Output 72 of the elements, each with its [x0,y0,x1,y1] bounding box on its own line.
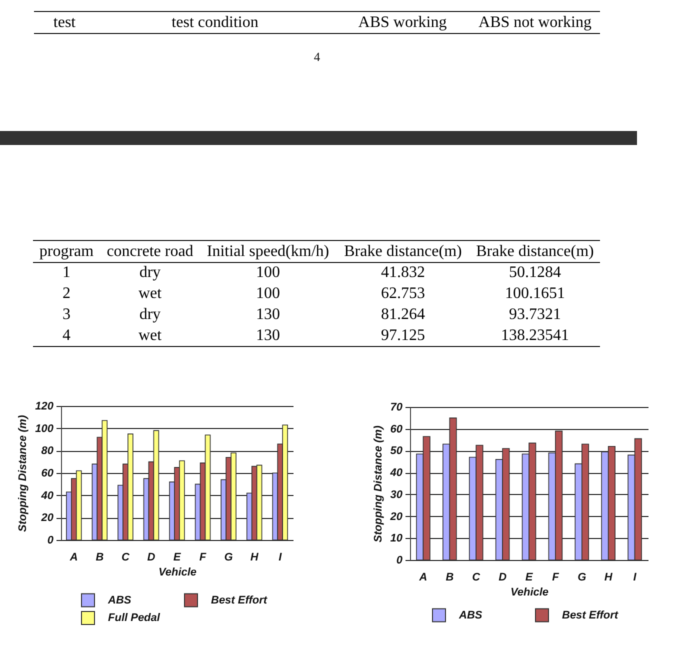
text: wet [138,285,162,302]
text: dry [139,306,161,323]
text: 97.125 [381,326,425,344]
text: 62.753 [381,285,425,302]
text: 41.832 [381,264,425,282]
x-tick-label: C [472,572,482,584]
y-tick-label: 0 [47,534,54,546]
y-tick-label: 2 [62,284,72,304]
y-tick-label: 10 [390,532,404,545]
legend-label: ABS [458,609,483,622]
text: 130 [256,326,280,344]
category-label: ABS not working [478,12,592,32]
text: dry [139,264,161,282]
y-axis-title: Stopping Distance (m) [17,414,30,532]
y-axis-title: Stopping Distance (m) [372,425,384,542]
y-axis-title: program [38,242,95,262]
y-tick-label: 3 [62,305,72,325]
x-tick-label: D [147,552,156,564]
x-tick-label: H [250,552,260,564]
text: 130 [256,306,280,323]
x-tick-label: B [96,552,104,564]
legend-label: Best Effort [562,609,620,622]
category-label: test [52,12,77,32]
text: wet [138,326,162,344]
x-tick-label: Brake distance(m) [475,242,595,262]
y-tick-label: 40 [40,490,54,502]
x-tick-label: I [278,552,283,564]
x-tick-label: G [224,552,234,564]
text: 100 [256,264,280,282]
x-tick-label: H [604,572,614,584]
x-tick-label: I [633,572,638,584]
x-tick-label: D [498,572,507,584]
y-tick-label: 60 [41,468,54,480]
category-label: test condition [170,12,260,32]
x-tick-label: E [173,552,182,564]
y-tick-label: 70 [390,402,404,414]
x-axis-title: Vehicle [158,566,197,578]
y-tick-label: 100 [35,422,54,435]
x-tick-label: F [552,572,560,584]
text: 100.1651 [505,285,565,302]
y-tick-label: 30 [390,488,404,501]
y-tick-label: 80 [41,445,54,458]
category-label: ABS working [357,12,448,32]
text: 100 [256,285,280,302]
x-tick-label: concrete road [106,242,194,262]
y-tick-label: 0 [396,554,404,566]
x-tick-label: C [121,552,130,564]
x-tick-label: Initial speed(km/h) [206,242,330,262]
text: 50.1284 [509,264,561,282]
legend-label: Full Pedal [108,612,161,624]
y-tick-label: 60 [390,423,404,436]
y-tick-label: 20 [389,510,404,523]
x-tick-label: Brake distance(m) [343,242,463,262]
x-tick-label: G [578,572,587,584]
x-axis-title: Vehicle [510,586,549,598]
y-tick-label: 50 [390,445,404,458]
legend-label: Best Effort [211,594,268,606]
y-tick-label: 20 [40,512,54,524]
x-tick-label: A [418,572,428,584]
y-tick-label: 4 [62,326,72,346]
text: 4 [312,50,322,65]
y-tick-label: 1 [62,263,72,284]
x-tick-label: B [446,572,454,584]
text: 81.264 [381,306,425,323]
y-tick-label: 120 [35,400,54,412]
text: 138.23541 [501,326,569,344]
legend-label: ABS [107,594,132,606]
x-tick-label: E [525,572,534,584]
x-tick-label: F [199,552,206,564]
x-tick-label: A [68,552,78,564]
text: 93.7321 [509,306,561,323]
y-tick-label: 40 [389,467,404,480]
